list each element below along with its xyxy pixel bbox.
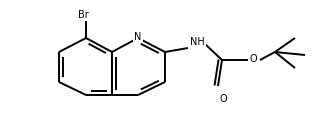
Text: O: O <box>250 54 258 64</box>
Text: N: N <box>134 32 142 42</box>
Text: Br: Br <box>78 10 89 20</box>
Text: NH: NH <box>190 37 205 47</box>
Text: O: O <box>220 94 228 104</box>
